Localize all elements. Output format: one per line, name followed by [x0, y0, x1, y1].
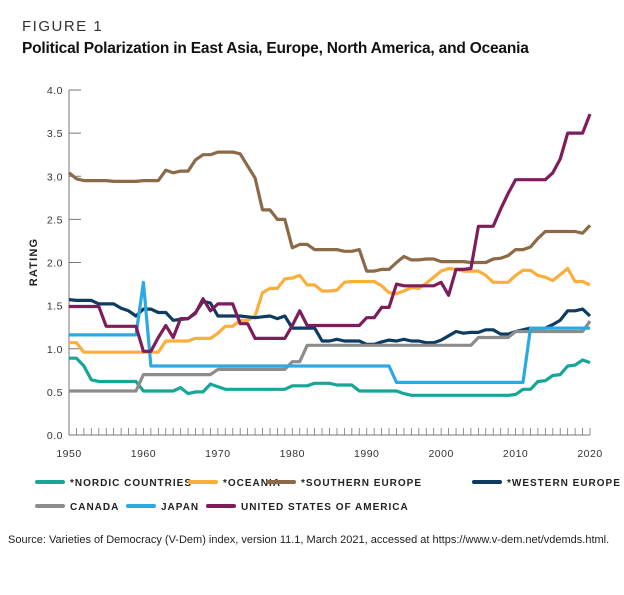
series-lines — [67, 113, 592, 397]
x-tick-label: 1980 — [280, 448, 305, 460]
series-line-0 — [69, 356, 591, 397]
x-tick-label: 2010 — [503, 448, 528, 460]
x-tick-label: 1990 — [354, 448, 379, 460]
y-tick-label: 4.0 — [47, 85, 63, 97]
legend-label: *NORDIC COUNTRIES — [70, 478, 192, 489]
y-tick-label: 3.5 — [47, 128, 63, 140]
x-tick-label: 1950 — [56, 448, 81, 460]
x-tick-label: 2000 — [428, 448, 453, 460]
series-line-1 — [69, 266, 591, 354]
series-line-4 — [69, 320, 592, 393]
legend-label: UNITED STATES OF AMERICA — [241, 502, 409, 513]
chart-title: Political Polarization in East Asia, Eur… — [22, 40, 529, 57]
y-tick-label: 1.0 — [47, 344, 63, 356]
legend-label: *OCEANIA — [223, 478, 281, 489]
y-tick-label: 1.5 — [47, 301, 63, 313]
source-note: Source: Varieties of Democracy (V-Dem) i… — [8, 534, 610, 546]
legend: *NORDIC COUNTRIES *OCEANIA *SOUTHERN EUROP… — [35, 478, 621, 513]
figure-label: FIGURE 1 — [22, 18, 104, 35]
y-tick-label: 2.5 — [47, 214, 63, 226]
y-axis-label: RATING — [28, 238, 40, 287]
y-tick-label: 3.0 — [47, 171, 63, 183]
y-tick-label: 0.0 — [47, 430, 63, 442]
series-line-5 — [69, 280, 590, 384]
y-tick-label: 2.0 — [47, 258, 63, 270]
axes: 0.0 0.5 1.0 1.5 2.0 2.5 3.0 3.5 4.0 1950 1960 1970 1… — [47, 85, 602, 460]
series-line-6 — [69, 113, 592, 353]
series-line-3 — [68, 298, 592, 346]
x-tick-label: 2020 — [577, 448, 602, 460]
legend-label: CANADA — [70, 502, 119, 513]
legend-label: *SOUTHERN EUROPE — [301, 478, 422, 489]
x-tick-label: 1970 — [205, 448, 230, 460]
legend-label: *WESTERN EUROPE — [507, 478, 621, 489]
y-tick-label: 0.5 — [47, 387, 63, 399]
series-line-2 — [67, 150, 592, 273]
x-tick-label: 1960 — [131, 448, 156, 460]
legend-label: JAPAN — [161, 502, 199, 513]
